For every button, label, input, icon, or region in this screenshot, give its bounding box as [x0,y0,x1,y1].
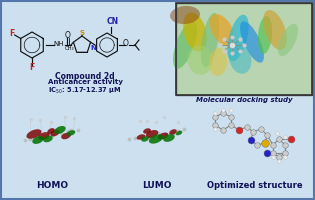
Ellipse shape [263,10,287,50]
Ellipse shape [240,21,264,63]
Ellipse shape [227,15,249,61]
Ellipse shape [173,21,197,69]
Ellipse shape [210,14,234,46]
Text: NH: NH [54,41,64,47]
Ellipse shape [146,130,158,138]
Text: S: S [79,30,84,36]
Ellipse shape [43,136,53,142]
Text: LUMO: LUMO [142,180,172,190]
Ellipse shape [163,134,175,142]
Ellipse shape [67,130,75,136]
Ellipse shape [32,136,44,144]
Text: Molecular docking study: Molecular docking study [196,97,292,103]
Ellipse shape [201,13,219,67]
Ellipse shape [137,134,145,140]
Ellipse shape [149,134,163,144]
Text: F: F [29,64,35,72]
Ellipse shape [229,42,251,74]
Ellipse shape [170,6,200,24]
Ellipse shape [258,16,272,54]
Text: Optimized structure: Optimized structure [207,180,303,190]
Text: N: N [90,45,96,51]
Ellipse shape [187,45,213,75]
Ellipse shape [54,126,66,134]
Ellipse shape [47,128,55,134]
Text: O: O [123,40,129,48]
Text: F: F [9,29,15,38]
Ellipse shape [158,133,168,139]
Text: Anticancer activity: Anticancer activity [48,79,123,85]
Text: CH₃: CH₃ [65,46,75,50]
Ellipse shape [26,129,42,139]
Ellipse shape [141,136,149,142]
Ellipse shape [183,12,207,52]
Text: O: O [65,30,71,40]
Ellipse shape [169,129,177,135]
Text: IC$_{50}$: 5.17-12.37 μM: IC$_{50}$: 5.17-12.37 μM [48,86,122,96]
Ellipse shape [50,130,60,136]
Text: HOMO: HOMO [36,180,68,190]
Ellipse shape [143,128,151,134]
Bar [176,3,312,95]
Bar [176,3,312,95]
Ellipse shape [38,132,50,140]
Text: Compound 2d: Compound 2d [55,72,115,81]
Ellipse shape [176,131,182,135]
Ellipse shape [61,133,71,139]
Ellipse shape [278,24,298,56]
Ellipse shape [209,48,227,76]
Text: CN: CN [107,18,119,26]
